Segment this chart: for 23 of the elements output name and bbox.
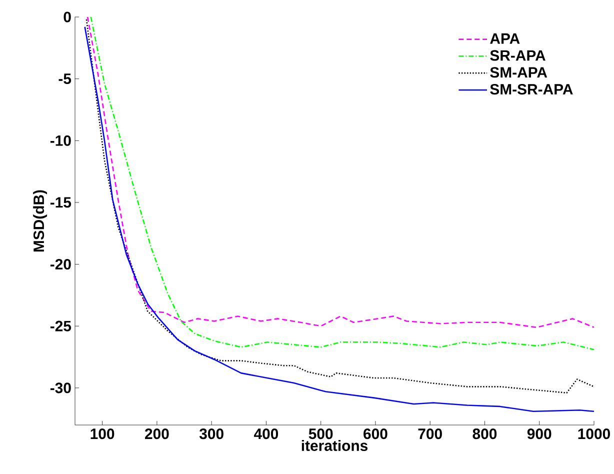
x-tick-label: 800 — [472, 428, 497, 440]
x-tick-label: 600 — [364, 428, 388, 440]
x-tick-label: 1000 — [578, 428, 610, 440]
y-tick-label: -5 — [58, 74, 72, 84]
x-tick-label: 500 — [308, 428, 333, 440]
x-tick-label: 300 — [199, 428, 224, 440]
y-tick-label: -25 — [50, 320, 72, 332]
y-tick-label: -15 — [50, 197, 72, 208]
y-tick-label: 0 — [64, 12, 71, 22]
legend-label: SR-APA — [490, 50, 546, 61]
legend-label: SM-SR-APA — [490, 84, 573, 95]
y-tick-label: -20 — [50, 258, 71, 270]
x-tick-label: 900 — [527, 428, 552, 440]
legend-label: SM-APA — [490, 67, 548, 78]
y-tick-label: -30 — [50, 382, 71, 394]
x-axis-title: iterations — [302, 440, 368, 451]
x-tick-label: 700 — [418, 428, 442, 440]
x-tick-label: 100 — [90, 428, 114, 440]
y-tick-label: -10 — [50, 135, 71, 146]
y-axis-title: MSD(dB) — [33, 190, 48, 252]
x-tick-label: 400 — [254, 428, 278, 440]
x-tick-label: 200 — [144, 428, 169, 440]
legend-label: APA — [490, 33, 520, 44]
